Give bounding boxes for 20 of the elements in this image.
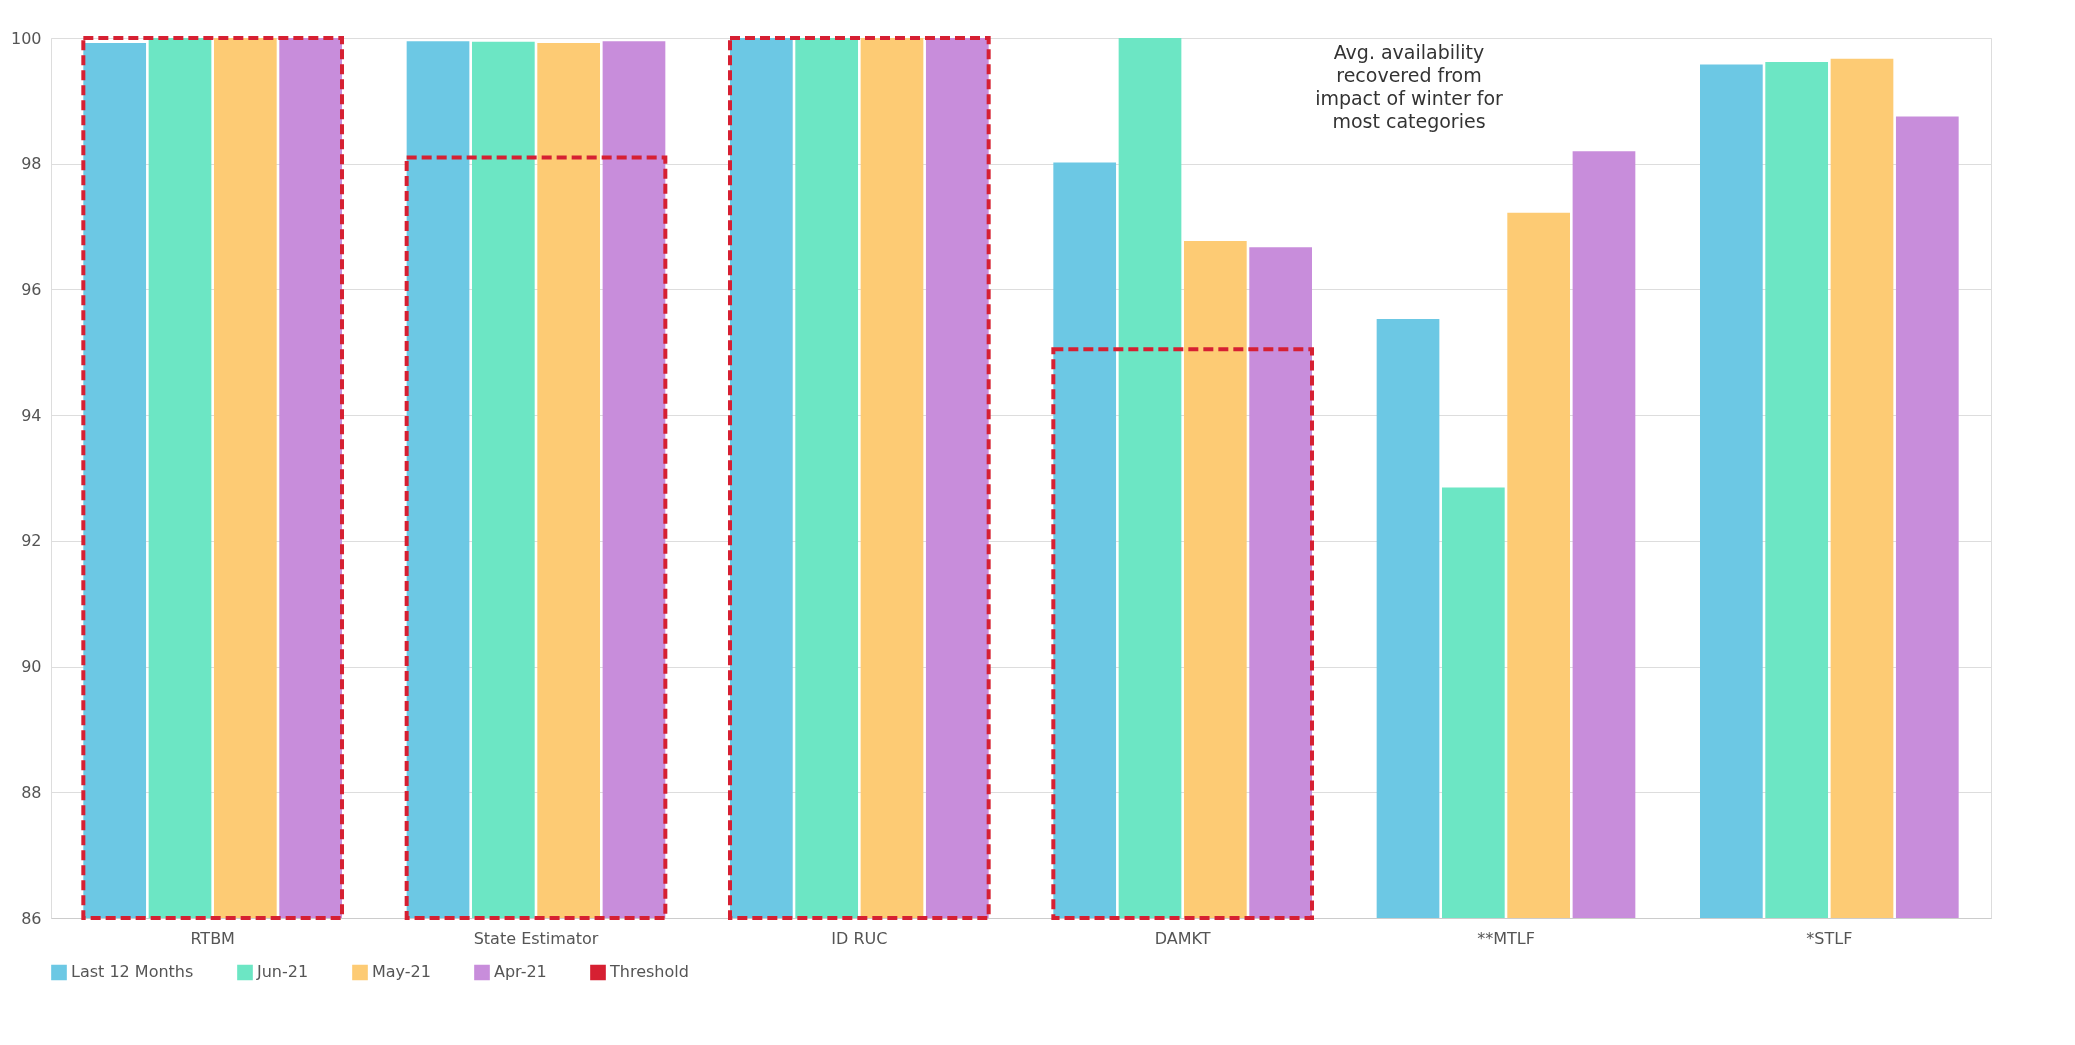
y-tick-label: 90 — [21, 657, 42, 677]
x-tick-label: *STLF — [1806, 928, 1853, 948]
y-tick-label: 94 — [21, 405, 42, 425]
x-tick-label: RTBM — [190, 928, 235, 948]
legend-label: May-21 — [372, 962, 431, 982]
x-tick-label: **MTLF — [1477, 928, 1535, 948]
y-tick-label: 92 — [21, 531, 42, 551]
x-tick-label: ID RUC — [831, 928, 888, 948]
legend-label: Threshold — [609, 962, 689, 982]
legend-label: Jun-21 — [256, 962, 309, 982]
y-tick-label: 86 — [21, 908, 42, 928]
y-tick-label: 98 — [21, 154, 42, 174]
y-tick-label: 96 — [21, 279, 42, 299]
x-tick-label: State Estimator — [473, 928, 599, 948]
y-tick-label: 88 — [21, 782, 42, 802]
x-tick-label: DAMKT — [1154, 928, 1211, 948]
y-tick-label: 100 — [10, 28, 42, 48]
legend-label: Apr-21 — [494, 962, 547, 982]
legend-label: Last 12 Months — [71, 962, 194, 982]
annotation: Avg. availability recovered from impact of winter for most categories — [1315, 41, 1504, 132]
